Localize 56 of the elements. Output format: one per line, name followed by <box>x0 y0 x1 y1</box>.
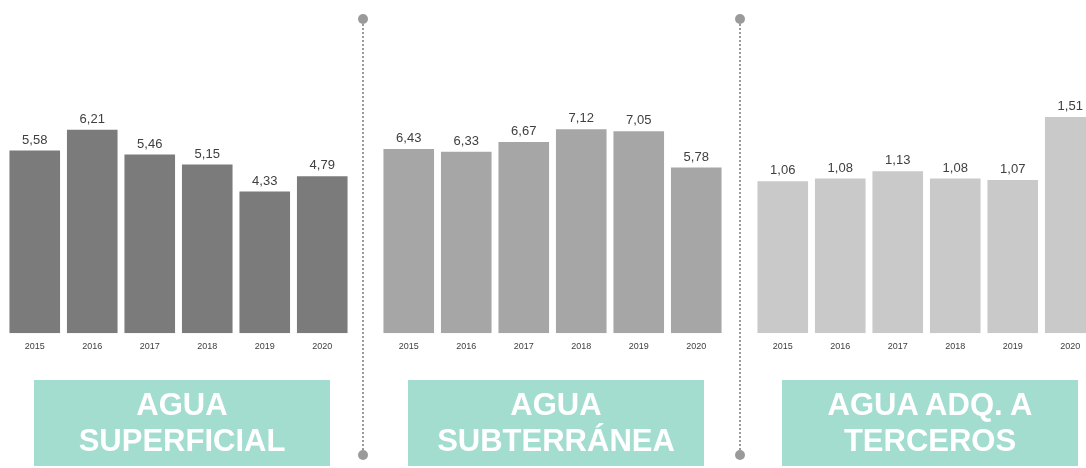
bar <box>757 181 809 334</box>
x-tick-label: 2018 <box>197 341 218 352</box>
bar <box>987 179 1039 334</box>
data-label: 5,15 <box>194 145 220 161</box>
bar <box>872 171 924 334</box>
x-tick-label: 2017 <box>139 341 160 352</box>
data-label: 1,13 <box>885 152 911 168</box>
bar <box>9 150 61 334</box>
data-label: 6,43 <box>396 130 422 146</box>
data-label: 7,05 <box>626 112 652 128</box>
bar <box>440 151 492 334</box>
x-tick-label: 2017 <box>887 341 908 352</box>
data-label: 4,79 <box>309 157 335 173</box>
data-label: 1,08 <box>942 159 968 175</box>
x-tick-label: 2019 <box>254 341 275 352</box>
bar <box>66 129 118 334</box>
x-tick-label: 2015 <box>398 341 419 352</box>
x-tick-label: 2019 <box>628 341 649 352</box>
x-tick-label: 2020 <box>1060 341 1081 352</box>
x-tick-label: 2018 <box>945 341 966 352</box>
bar <box>181 164 233 334</box>
data-label: 1,07 <box>1000 161 1026 176</box>
data-label: 5,58 <box>22 131 48 147</box>
bar <box>555 129 607 334</box>
data-label: 6,33 <box>453 132 479 148</box>
data-label: 7,12 <box>568 110 594 126</box>
x-tick-label: 2016 <box>830 341 851 352</box>
data-label: 1,08 <box>827 159 853 175</box>
bar <box>296 176 348 334</box>
bar <box>814 178 866 334</box>
data-label: 5,78 <box>683 148 709 164</box>
x-tick-label: 2016 <box>456 341 477 352</box>
bar <box>613 131 665 334</box>
bar <box>124 154 176 334</box>
x-tick-label: 2019 <box>1002 341 1023 352</box>
bar <box>383 148 435 334</box>
text: AGUA SUPERFICIAL <box>34 380 330 466</box>
x-tick-label: 2018 <box>571 341 592 352</box>
x-tick-label: 2017 <box>513 341 534 352</box>
x-tick-label: 2015 <box>772 341 793 352</box>
data-label: 5,46 <box>137 135 163 151</box>
data-label: 1,06 <box>770 162 796 178</box>
bar <box>498 142 550 334</box>
data-label: 6,21 <box>79 110 105 126</box>
text: AGUA ADQ. A TERCEROS <box>782 380 1078 466</box>
x-tick-label: 2020 <box>686 341 707 352</box>
data-label: 6,67 <box>511 123 537 139</box>
text: AGUA SUBTERRÁNEA <box>408 380 704 466</box>
x-tick-label: 2016 <box>82 341 103 352</box>
bar <box>670 167 722 334</box>
x-tick-label: 2020 <box>312 341 333 352</box>
bar <box>239 191 291 334</box>
data-label: 1,51 <box>1057 97 1083 113</box>
x-tick-label: 2015 <box>24 341 45 352</box>
bar <box>929 178 981 334</box>
data-label: 4,33 <box>252 172 278 188</box>
